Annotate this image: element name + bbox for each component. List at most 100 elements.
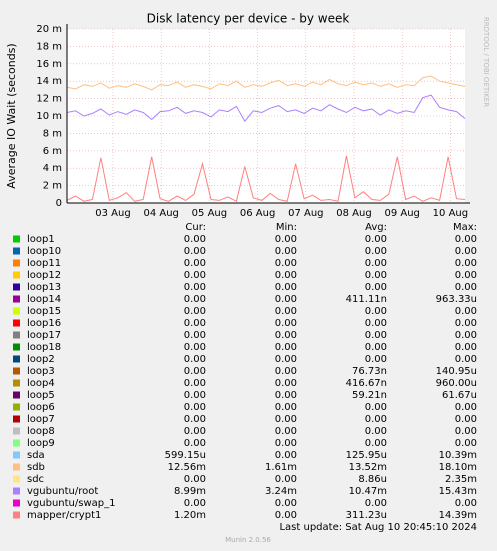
legend-stat: 0.00 (184, 306, 206, 317)
legend: Cur: Min: Avg: Max:loop1 0.00 0.00 0.00 0.00loo… (13, 222, 477, 521)
y-tick-label: 18 m (36, 41, 62, 52)
legend-stat: 0.00 (455, 318, 477, 329)
stat-header: Min: (276, 222, 297, 233)
legend-stat: 0.00 (275, 354, 297, 365)
legend-swatch (13, 427, 20, 435)
legend-stat: 0.00 (275, 270, 297, 281)
legend-swatch (13, 367, 20, 375)
legend-label: loop10 (27, 246, 61, 257)
legend-stat: 2.35m (445, 474, 477, 485)
legend-swatch (13, 487, 20, 495)
legend-swatch (13, 271, 20, 279)
legend-label: loop13 (27, 282, 61, 293)
legend-swatch (13, 391, 20, 399)
legend-stat: 10.47m (349, 486, 387, 497)
legend-label: loop12 (27, 270, 61, 281)
legend-stat: 0.00 (365, 282, 387, 293)
legend-stat: 0.00 (365, 246, 387, 257)
legend-swatch (13, 343, 20, 351)
legend-stat: 0.00 (455, 258, 477, 269)
y-tick-label: 4 m (43, 163, 62, 174)
legend-stat: 0.00 (275, 426, 297, 437)
legend-label: loop2 (27, 354, 55, 365)
legend-stat: 0.00 (184, 354, 206, 365)
legend-stat: 0.00 (455, 402, 477, 413)
legend-stat: 0.00 (184, 342, 206, 353)
legend-stat: 15.43m (439, 486, 477, 497)
legend-stat: 0.00 (455, 306, 477, 317)
legend-stat: 0.00 (365, 342, 387, 353)
legend-label: loop8 (27, 426, 55, 437)
grid: 0 2 m 4 m 6 m 8 m 10 m 12 m 14 m 16 m 18 m 20 m 03 … (36, 24, 468, 219)
legend-stat: 0.00 (365, 258, 387, 269)
legend-swatch (13, 379, 20, 387)
legend-label: loop18 (27, 342, 61, 353)
legend-stat: 0.00 (365, 270, 387, 281)
legend-stat: 0.00 (455, 330, 477, 341)
legend-stat: 61.67u (442, 390, 477, 401)
legend-stat: 0.00 (455, 234, 477, 245)
legend-label: loop17 (27, 330, 61, 341)
legend-stat: 0.00 (184, 258, 206, 269)
legend-stat: 0.00 (184, 318, 206, 329)
legend-stat: 0.00 (455, 426, 477, 437)
legend-stat: 0.00 (275, 390, 297, 401)
legend-stat: 0.00 (275, 474, 297, 485)
y-tick-label: 16 m (36, 59, 62, 70)
legend-swatch (13, 463, 20, 471)
legend-stat: 0.00 (455, 438, 477, 449)
legend-stat: 0.00 (275, 234, 297, 245)
legend-stat: 0.00 (275, 402, 297, 413)
legend-stat: 0.00 (365, 414, 387, 425)
chart-title: Disk latency per device - by week (147, 12, 350, 26)
legend-stat: 0.00 (184, 282, 206, 293)
legend-stat: 0.00 (455, 414, 477, 425)
legend-stat: 0.00 (275, 258, 297, 269)
legend-stat: 0.00 (275, 330, 297, 341)
legend-stat: 0.00 (275, 510, 297, 521)
legend-label: loop6 (27, 402, 55, 413)
legend-label: loop3 (27, 366, 55, 377)
legend-stat: 0.00 (365, 438, 387, 449)
legend-stat: 0.00 (184, 246, 206, 257)
legend-stat: 0.00 (184, 294, 206, 305)
legend-swatch (13, 235, 20, 243)
legend-label: vgubuntu/swap_1 (27, 498, 115, 509)
legend-swatch (13, 499, 20, 507)
legend-label: loop16 (27, 318, 61, 329)
last-update: Last update: Sat Aug 10 20:45:10 2024 (279, 522, 477, 533)
legend-swatch (13, 451, 20, 459)
legend-stat: 0.00 (455, 342, 477, 353)
legend-stat: 0.00 (184, 330, 206, 341)
legend-label: mapper/crypt1 (27, 510, 101, 521)
legend-stat: 0.00 (184, 438, 206, 449)
y-tick-label: 14 m (36, 76, 62, 87)
x-tick-label: 10 Aug (433, 208, 468, 219)
stat-header: Avg: (365, 222, 387, 233)
legend-stat: 0.00 (184, 390, 206, 401)
series-line (66, 155, 466, 203)
legend-stat: 0.00 (184, 378, 206, 389)
legend-stat: 0.00 (365, 234, 387, 245)
legend-stat: 0.00 (455, 498, 477, 509)
legend-stat: 8.86u (358, 474, 387, 485)
legend-stat: 0.00 (275, 498, 297, 509)
legend-swatch (13, 283, 20, 291)
x-tick-label: 07 Aug (288, 208, 323, 219)
legend-label: loop4 (27, 378, 55, 389)
legend-label: loop15 (27, 306, 61, 317)
legend-stat: 411.11n (346, 294, 387, 305)
side-label: RRDTOOL / TOBI OETIKER (482, 17, 490, 107)
legend-swatch (13, 307, 20, 315)
legend-stat: 13.52m (349, 462, 387, 473)
legend-stat: 0.00 (184, 402, 206, 413)
legend-stat: 140.95u (436, 366, 477, 377)
legend-stat: 18.10m (439, 462, 477, 473)
stat-header: Cur: (185, 222, 206, 233)
legend-stat: 0.00 (275, 450, 297, 461)
legend-stat: 0.00 (455, 282, 477, 293)
legend-stat: 0.00 (275, 414, 297, 425)
legend-stat: 0.00 (275, 342, 297, 353)
legend-stat: 0.00 (184, 426, 206, 437)
legend-swatch (13, 415, 20, 423)
